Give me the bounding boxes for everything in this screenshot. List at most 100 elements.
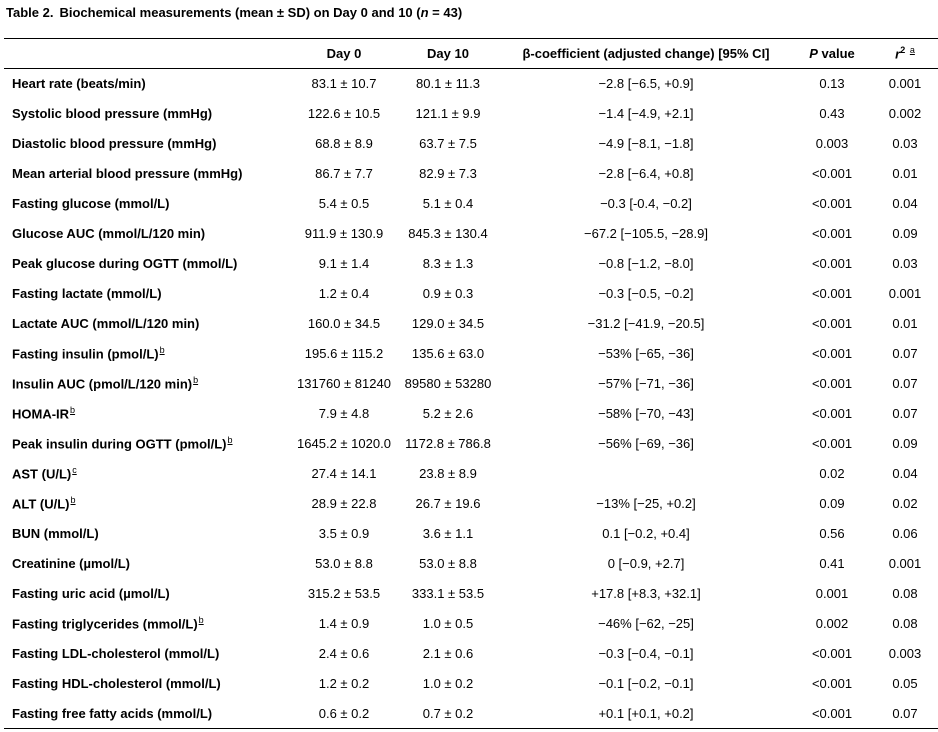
row-label: HOMA-IR xyxy=(12,406,70,422)
p-value: 0.13 xyxy=(819,76,845,92)
day10-value: 845.3 ± 130.4 xyxy=(408,226,488,241)
r-squared-value: 0.07 xyxy=(892,705,918,721)
row-label: Mean arterial blood pressure (mmHg) xyxy=(12,166,243,181)
table-row: Fasting glucose (mmol/L) 5.4 ± 0.5 5.1 ± 0… xyxy=(4,189,938,219)
row-label: Fasting HDL-cholesterol (mmol/L) xyxy=(12,676,221,691)
table-row: BUN (mmol/L) 3.5 ± 0.9 3.6 ± 1.1 0.1 [−0.2,… xyxy=(4,519,938,549)
p-value: 0.56 xyxy=(819,526,845,541)
row-label: Fasting triglycerides (mmol/L) xyxy=(12,616,198,632)
day0-value: 195.6 ± 115.2 xyxy=(304,346,384,361)
day0-value: 160.0 ± 34.5 xyxy=(307,316,381,331)
footnote-link[interactable]: b xyxy=(193,375,199,386)
beta-coefficient-value: −67.2 [−105.5, −28.9] xyxy=(584,226,708,241)
beta-coefficient-value: −0.1 [−0.2, −0.1] xyxy=(598,676,694,691)
row-label-cell: BUN (mmol/L) xyxy=(4,519,292,549)
beta-coefficient-value xyxy=(500,459,792,489)
day0-value: 122.6 ± 10.5 xyxy=(307,106,381,121)
day10-value: 0.9 ± 0.3 xyxy=(422,286,474,301)
day0-value: 28.9 ± 22.8 xyxy=(311,496,377,511)
day0-value: 27.4 ± 14.1 xyxy=(311,466,377,481)
p-value: <0.001 xyxy=(811,316,853,331)
day10-value: 82.9 ± 7.3 xyxy=(419,166,477,181)
day0-value: 2.4 ± 0.6 xyxy=(318,646,370,661)
row-label: Diastolic blood pressure (mmHg) xyxy=(12,136,217,151)
footnote-link[interactable]: c xyxy=(72,465,77,476)
r-squared-value: 0.001 xyxy=(888,286,922,301)
row-label-cell: ALT (U/L)b xyxy=(4,489,292,519)
table-row: Insulin AUC (pmol/L/120 min)b 131760 ± 81… xyxy=(4,369,938,399)
row-label-cell: Peak glucose during OGTT (mmol/L) xyxy=(4,249,292,279)
header-p-rest: value xyxy=(817,46,855,61)
p-value: <0.001 xyxy=(811,436,853,451)
table-row: Heart rate (beats/min) 83.1 ± 10.7 80.1 ± … xyxy=(4,69,938,99)
table-row: Fasting LDL-cholesterol (mmol/L) 2.4 ± 0.… xyxy=(4,639,938,669)
table-row: Fasting HDL-cholesterol (mmol/L) 1.2 ± 0.… xyxy=(4,669,938,699)
row-label-cell: Fasting insulin (pmol/L)b xyxy=(4,339,292,369)
footnote-link[interactable]: b xyxy=(227,435,233,446)
footnote-link[interactable]: b xyxy=(159,345,165,356)
measurements-table: Day 0 Day 10 β-coefficient (adjusted cha… xyxy=(4,38,938,729)
beta-coefficient-value: +0.1 [+0.1, +0.2] xyxy=(598,705,694,721)
beta-coefficient-value: −0.3 [-0.4, −0.2] xyxy=(600,196,692,211)
footnote-link[interactable]: b xyxy=(198,615,204,626)
header-r-squared: r2 a xyxy=(872,39,938,69)
row-label-cell: Peak insulin during OGTT (pmol/L)b xyxy=(4,429,292,459)
row-label: Insulin AUC (pmol/L/120 min) xyxy=(12,376,193,392)
beta-coefficient-value: −57% [−71, −36] xyxy=(598,376,694,391)
r-squared-value: 0.03 xyxy=(892,136,918,151)
table-row: Lactate AUC (mmol/L/120 min) 160.0 ± 34.5… xyxy=(4,309,938,339)
row-label: ALT (U/L) xyxy=(12,496,70,512)
footnote-link[interactable]: b xyxy=(70,495,76,506)
row-label-cell: Systolic blood pressure (mmHg) xyxy=(4,99,292,129)
row-label: Fasting free fatty acids (mmol/L) xyxy=(12,705,213,721)
row-label-cell: Heart rate (beats/min) xyxy=(4,69,292,99)
p-value: <0.001 xyxy=(811,196,853,211)
r-squared-value: 0.05 xyxy=(892,676,918,691)
day10-value: 1.0 ± 0.2 xyxy=(422,676,474,691)
day10-value: 121.1 ± 9.9 xyxy=(415,106,481,121)
row-label: BUN (mmol/L) xyxy=(12,526,99,541)
day10-value: 80.1 ± 11.3 xyxy=(416,76,480,92)
day10-value: 5.1 ± 0.4 xyxy=(422,196,474,211)
r-squared-value: 0.07 xyxy=(892,346,918,361)
beta-coefficient-value: −2.8 [−6.4, +0.8] xyxy=(598,166,694,181)
beta-coefficient-value: −0.3 [−0.4, −0.1] xyxy=(598,646,694,661)
table-row: Systolic blood pressure (mmHg) 122.6 ± 10… xyxy=(4,99,938,129)
r-squared-value: 0.08 xyxy=(892,616,918,631)
header-row: Day 0 Day 10 β-coefficient (adjusted cha… xyxy=(4,38,938,69)
row-label-cell: AST (U/L)c xyxy=(4,459,292,489)
header-day0: Day 0 xyxy=(326,46,362,61)
table-number: Table 2. xyxy=(6,5,54,20)
beta-coefficient-value: −58% [−70, −43] xyxy=(598,406,694,421)
table-row: HOMA-IRb 7.9 ± 4.8 5.2 ± 2.6 −58% [−70, −43… xyxy=(4,399,938,429)
header-r-variable: r xyxy=(895,46,901,62)
beta-coefficient-value: −0.8 [−1.2, −8.0] xyxy=(598,256,694,271)
r-squared-value: 0.06 xyxy=(892,526,918,541)
p-value: <0.001 xyxy=(811,166,853,181)
beta-coefficient-value: −1.4 [−4.9, +2.1] xyxy=(598,106,694,121)
p-value: <0.001 xyxy=(811,646,853,661)
day0-value: 1645.2 ± 1020.0 xyxy=(297,436,391,451)
beta-coefficient-value: −53% [−65, −36] xyxy=(598,346,694,361)
header-p-italic: P xyxy=(809,46,818,61)
table-row: Peak insulin during OGTT (pmol/L)b 1645.2… xyxy=(4,429,938,459)
table-caption: Table 2. Biochemical measurements (mean ±… xyxy=(6,4,462,22)
table-header: Day 0 Day 10 β-coefficient (adjusted cha… xyxy=(4,38,938,69)
day10-value: 1172.8 ± 786.8 xyxy=(405,436,491,451)
row-label: Peak glucose during OGTT (mmol/L) xyxy=(12,256,238,271)
p-value: <0.001 xyxy=(811,406,853,421)
row-label: Fasting lactate (mmol/L) xyxy=(12,286,162,301)
beta-coefficient-value: −46% [−62, −25] xyxy=(598,616,694,631)
table-row: ALT (U/L)b 28.9 ± 22.8 26.7 ± 19.6 −13% [−2… xyxy=(4,489,938,519)
day0-value: 5.4 ± 0.5 xyxy=(318,196,370,211)
row-label-cell: Lactate AUC (mmol/L/120 min) xyxy=(4,309,292,339)
table-row: Fasting lactate (mmol/L) 1.2 ± 0.4 0.9 ± 0… xyxy=(4,279,938,309)
caption-text-after-n: = 43) xyxy=(428,5,463,20)
header-day10: Day 10 xyxy=(427,46,469,61)
p-value: 0.02 xyxy=(819,466,845,481)
day10-value: 8.3 ± 1.3 xyxy=(422,256,474,271)
r-squared-value: 0.01 xyxy=(892,166,918,181)
header-r2-footnote-link[interactable]: a xyxy=(909,45,915,56)
footnote-link[interactable]: b xyxy=(70,405,76,416)
day0-value: 1.2 ± 0.4 xyxy=(318,286,370,301)
